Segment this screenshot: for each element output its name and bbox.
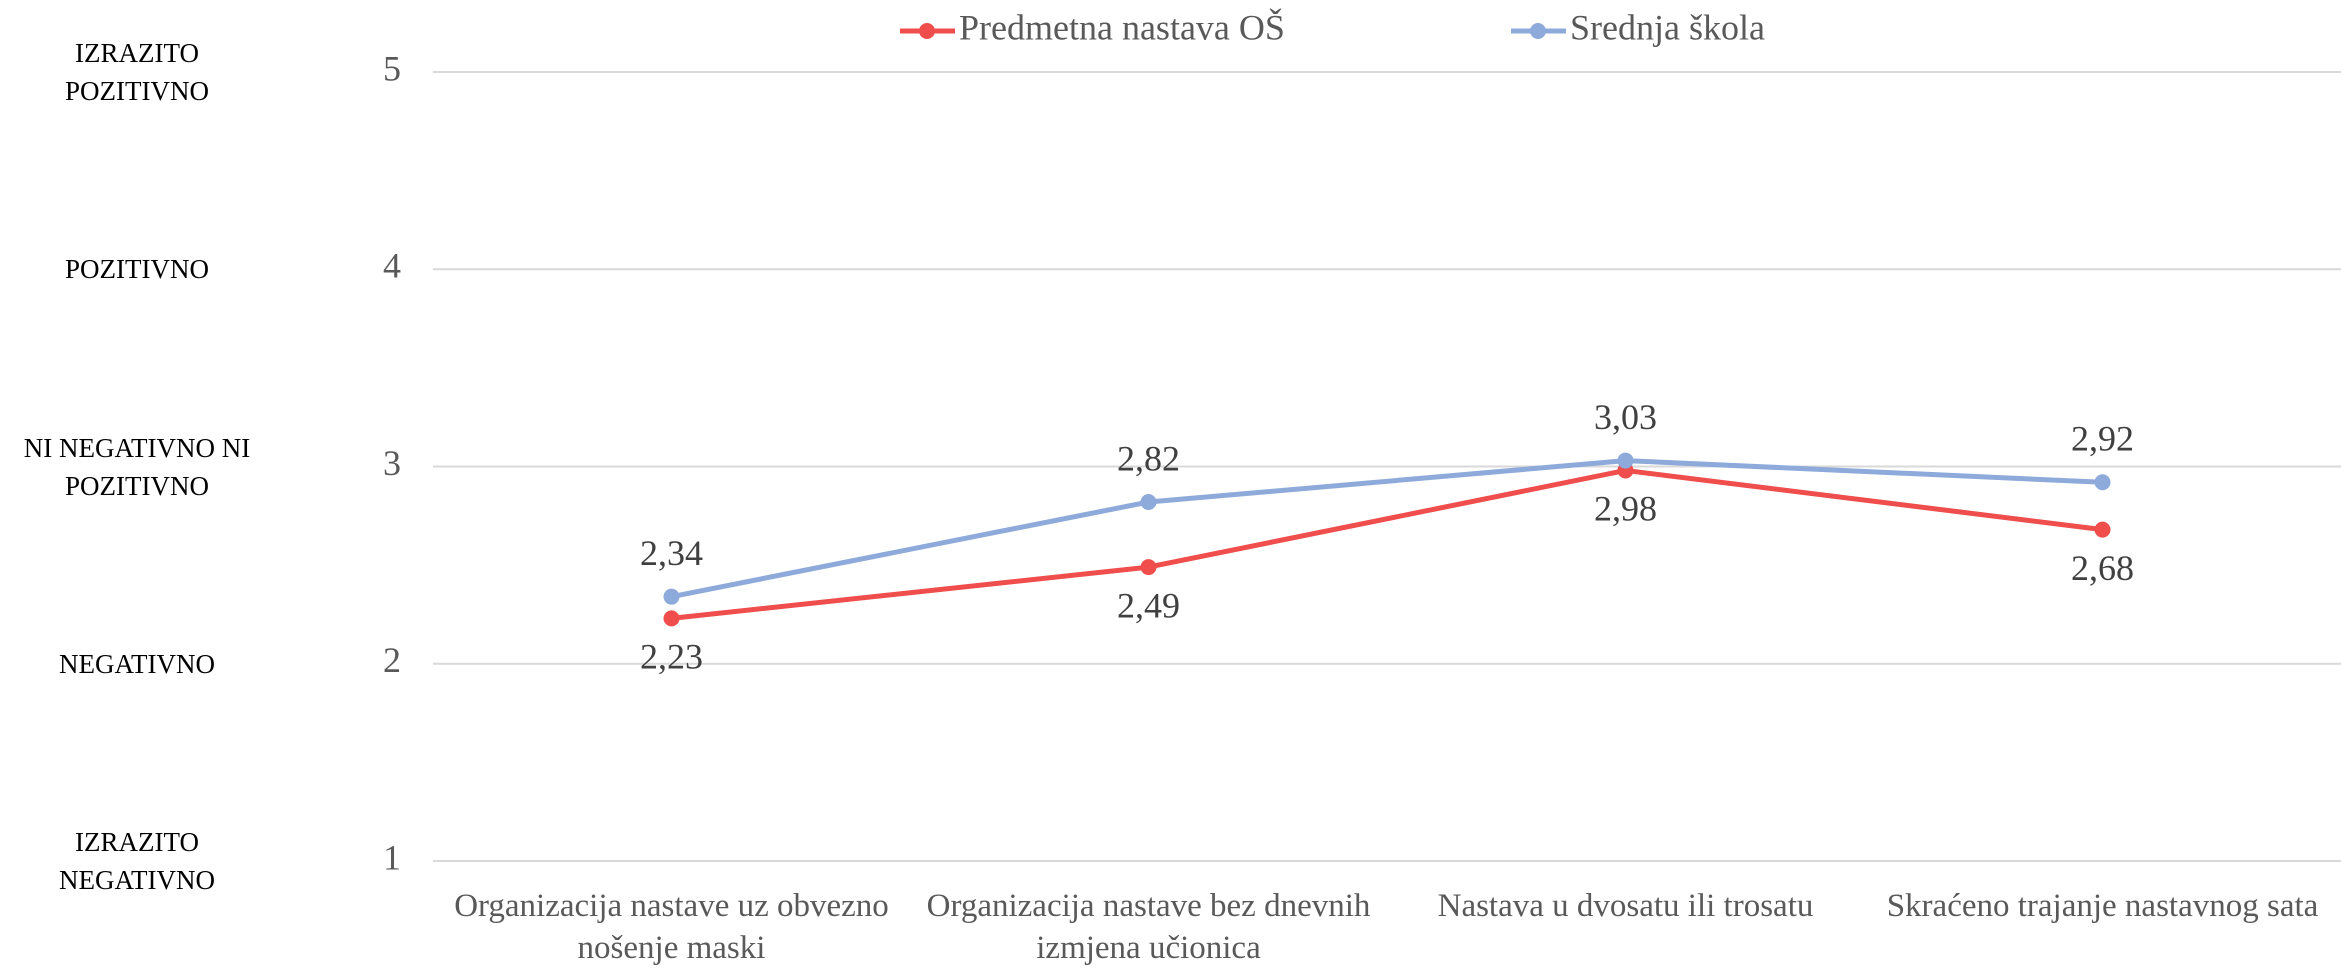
y-tick-label: 1 (383, 837, 401, 877)
data-label: 2,92 (2071, 419, 2134, 459)
legend-label: Predmetna nastava OŠ (959, 7, 1285, 47)
y-tick-label: 4 (383, 246, 401, 286)
legend-marker (919, 23, 935, 39)
data-label: 2,49 (1117, 585, 1180, 625)
point (663, 610, 680, 627)
point (663, 588, 680, 605)
legend-label: Srednja škola (1570, 7, 1765, 47)
data-label: 2,68 (2071, 548, 2134, 588)
y-level-label: NEGATIVNO (59, 648, 215, 679)
x-tick-label: Nastava u dvosatu ili trosatu (1437, 888, 1814, 924)
data-label: 2,34 (640, 533, 703, 573)
data-label: 2,82 (1117, 438, 1180, 478)
series-line (671, 467, 2103, 621)
point (1140, 559, 1157, 576)
y-level-label: IZRAZITO NEGATIVNO (59, 827, 215, 895)
point (1617, 452, 1634, 469)
y-level-label: POZITIVNO (65, 254, 209, 285)
x-tick-label: Organizacija nastave uz obvezno nošenje … (454, 888, 889, 966)
point (2094, 474, 2111, 491)
y-level-label: IZRAZITO POZITIVNO (65, 38, 209, 106)
y-tick-label: 2 (383, 640, 401, 680)
data-label: 2,98 (1594, 489, 1657, 529)
y-level-label: NI NEGATIVNO NI POZITIVNO (23, 432, 251, 501)
data-label: 3,03 (1594, 397, 1657, 437)
y-tick-label: 3 (383, 443, 401, 483)
x-tick-label: Organizacija nastave bez dnevnih izmjena… (926, 888, 1371, 966)
legend-marker (1530, 23, 1546, 39)
point (2094, 521, 2111, 538)
series-line (671, 458, 2103, 600)
point (1140, 494, 1157, 511)
x-tick-label: Skraćeno trajanje nastavnog sata (1886, 888, 2319, 924)
data-label: 2,23 (640, 637, 703, 677)
y-tick-label: 5 (383, 48, 401, 88)
